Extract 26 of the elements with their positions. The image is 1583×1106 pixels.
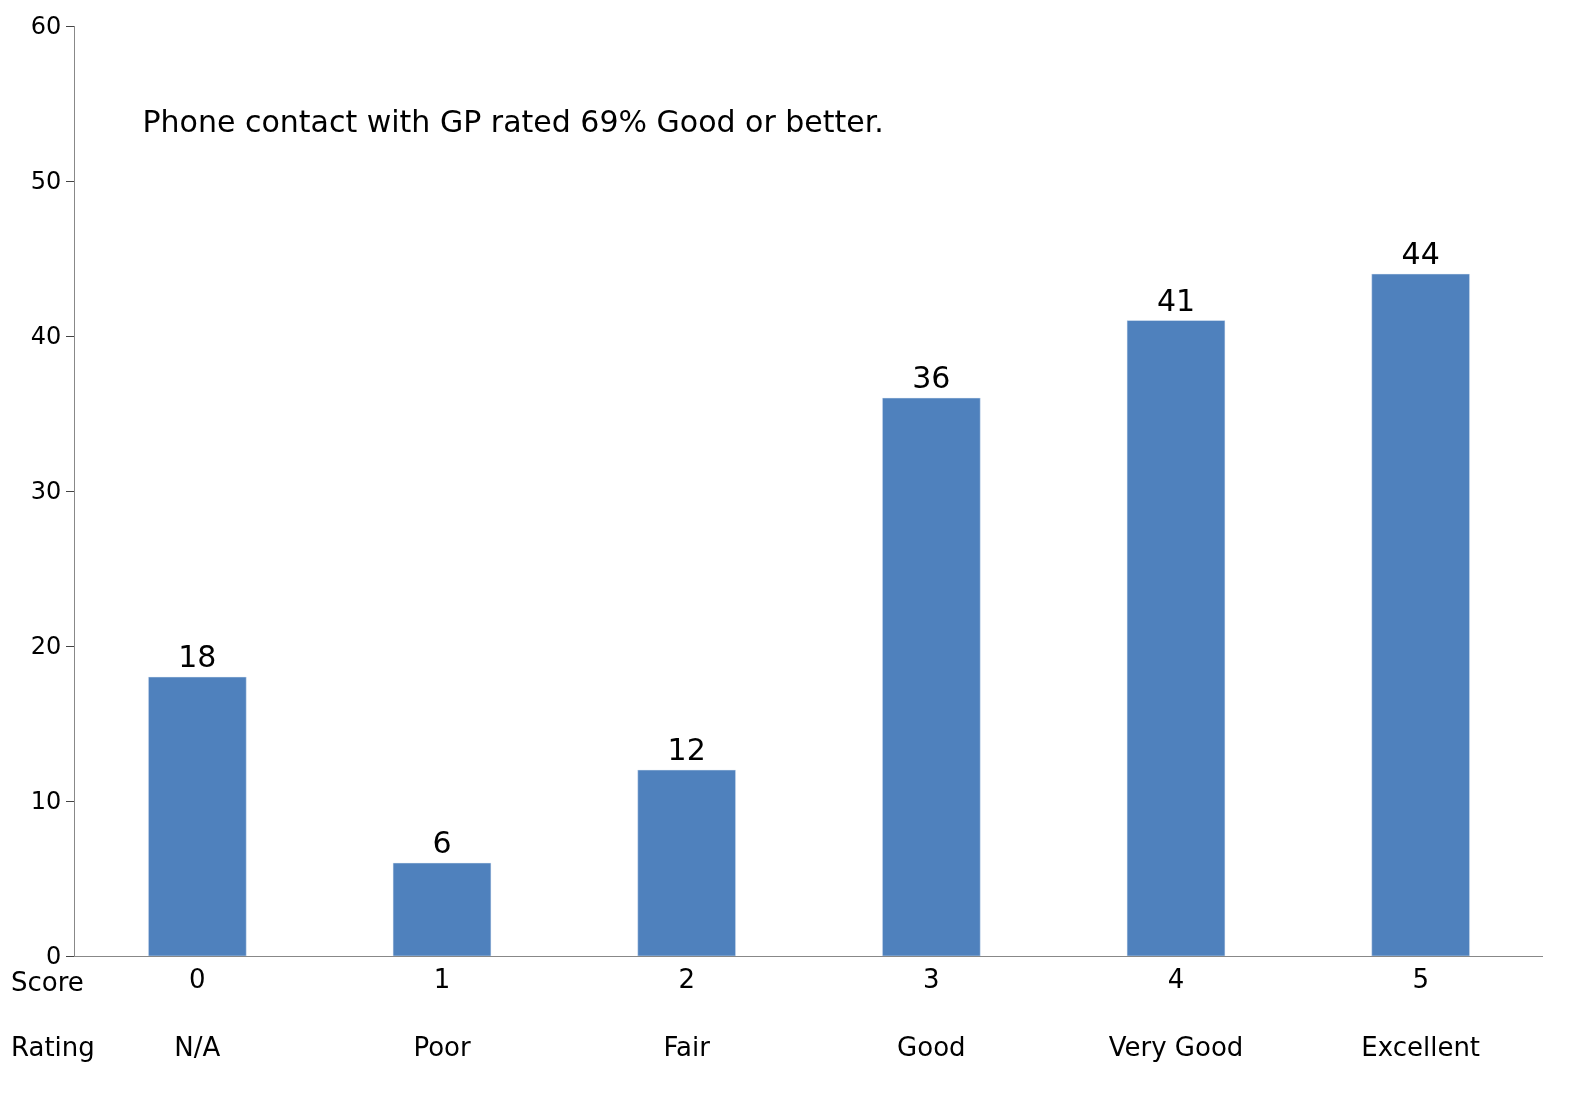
data-label: 36 [912,360,951,395]
y-tick-label: 20 [30,632,62,661]
y-tick-label: 50 [30,167,62,196]
data-label: 44 [1401,236,1440,271]
bar [637,769,736,956]
category-label: 0 N/A [174,964,221,1062]
bar [392,862,492,956]
category-label: 4 Very Good [1108,964,1244,1062]
y-tick-label: 10 [30,787,62,816]
text: Phone contact with GP rated 69% Good or better. [142,103,884,139]
bar [1126,320,1226,956]
y-tick-label: 40 [30,322,62,351]
category-label: 5 Excellent [1361,964,1481,1062]
bar [148,676,247,956]
data-label: 41 [1156,282,1196,318]
text: Rating [11,1032,95,1062]
category-label: 3 Good [897,964,966,1062]
data-label: 6 [432,825,452,860]
bar [1371,273,1470,956]
bar [882,397,981,956]
y-tick-label: 30 [30,477,62,506]
data-label: 18 [178,639,217,674]
y-tick-label: 60 [30,12,62,41]
category-label: 1 Poor [413,964,471,1062]
category-label: 2 Fair [663,964,710,1062]
data-label: 12 [667,732,706,767]
